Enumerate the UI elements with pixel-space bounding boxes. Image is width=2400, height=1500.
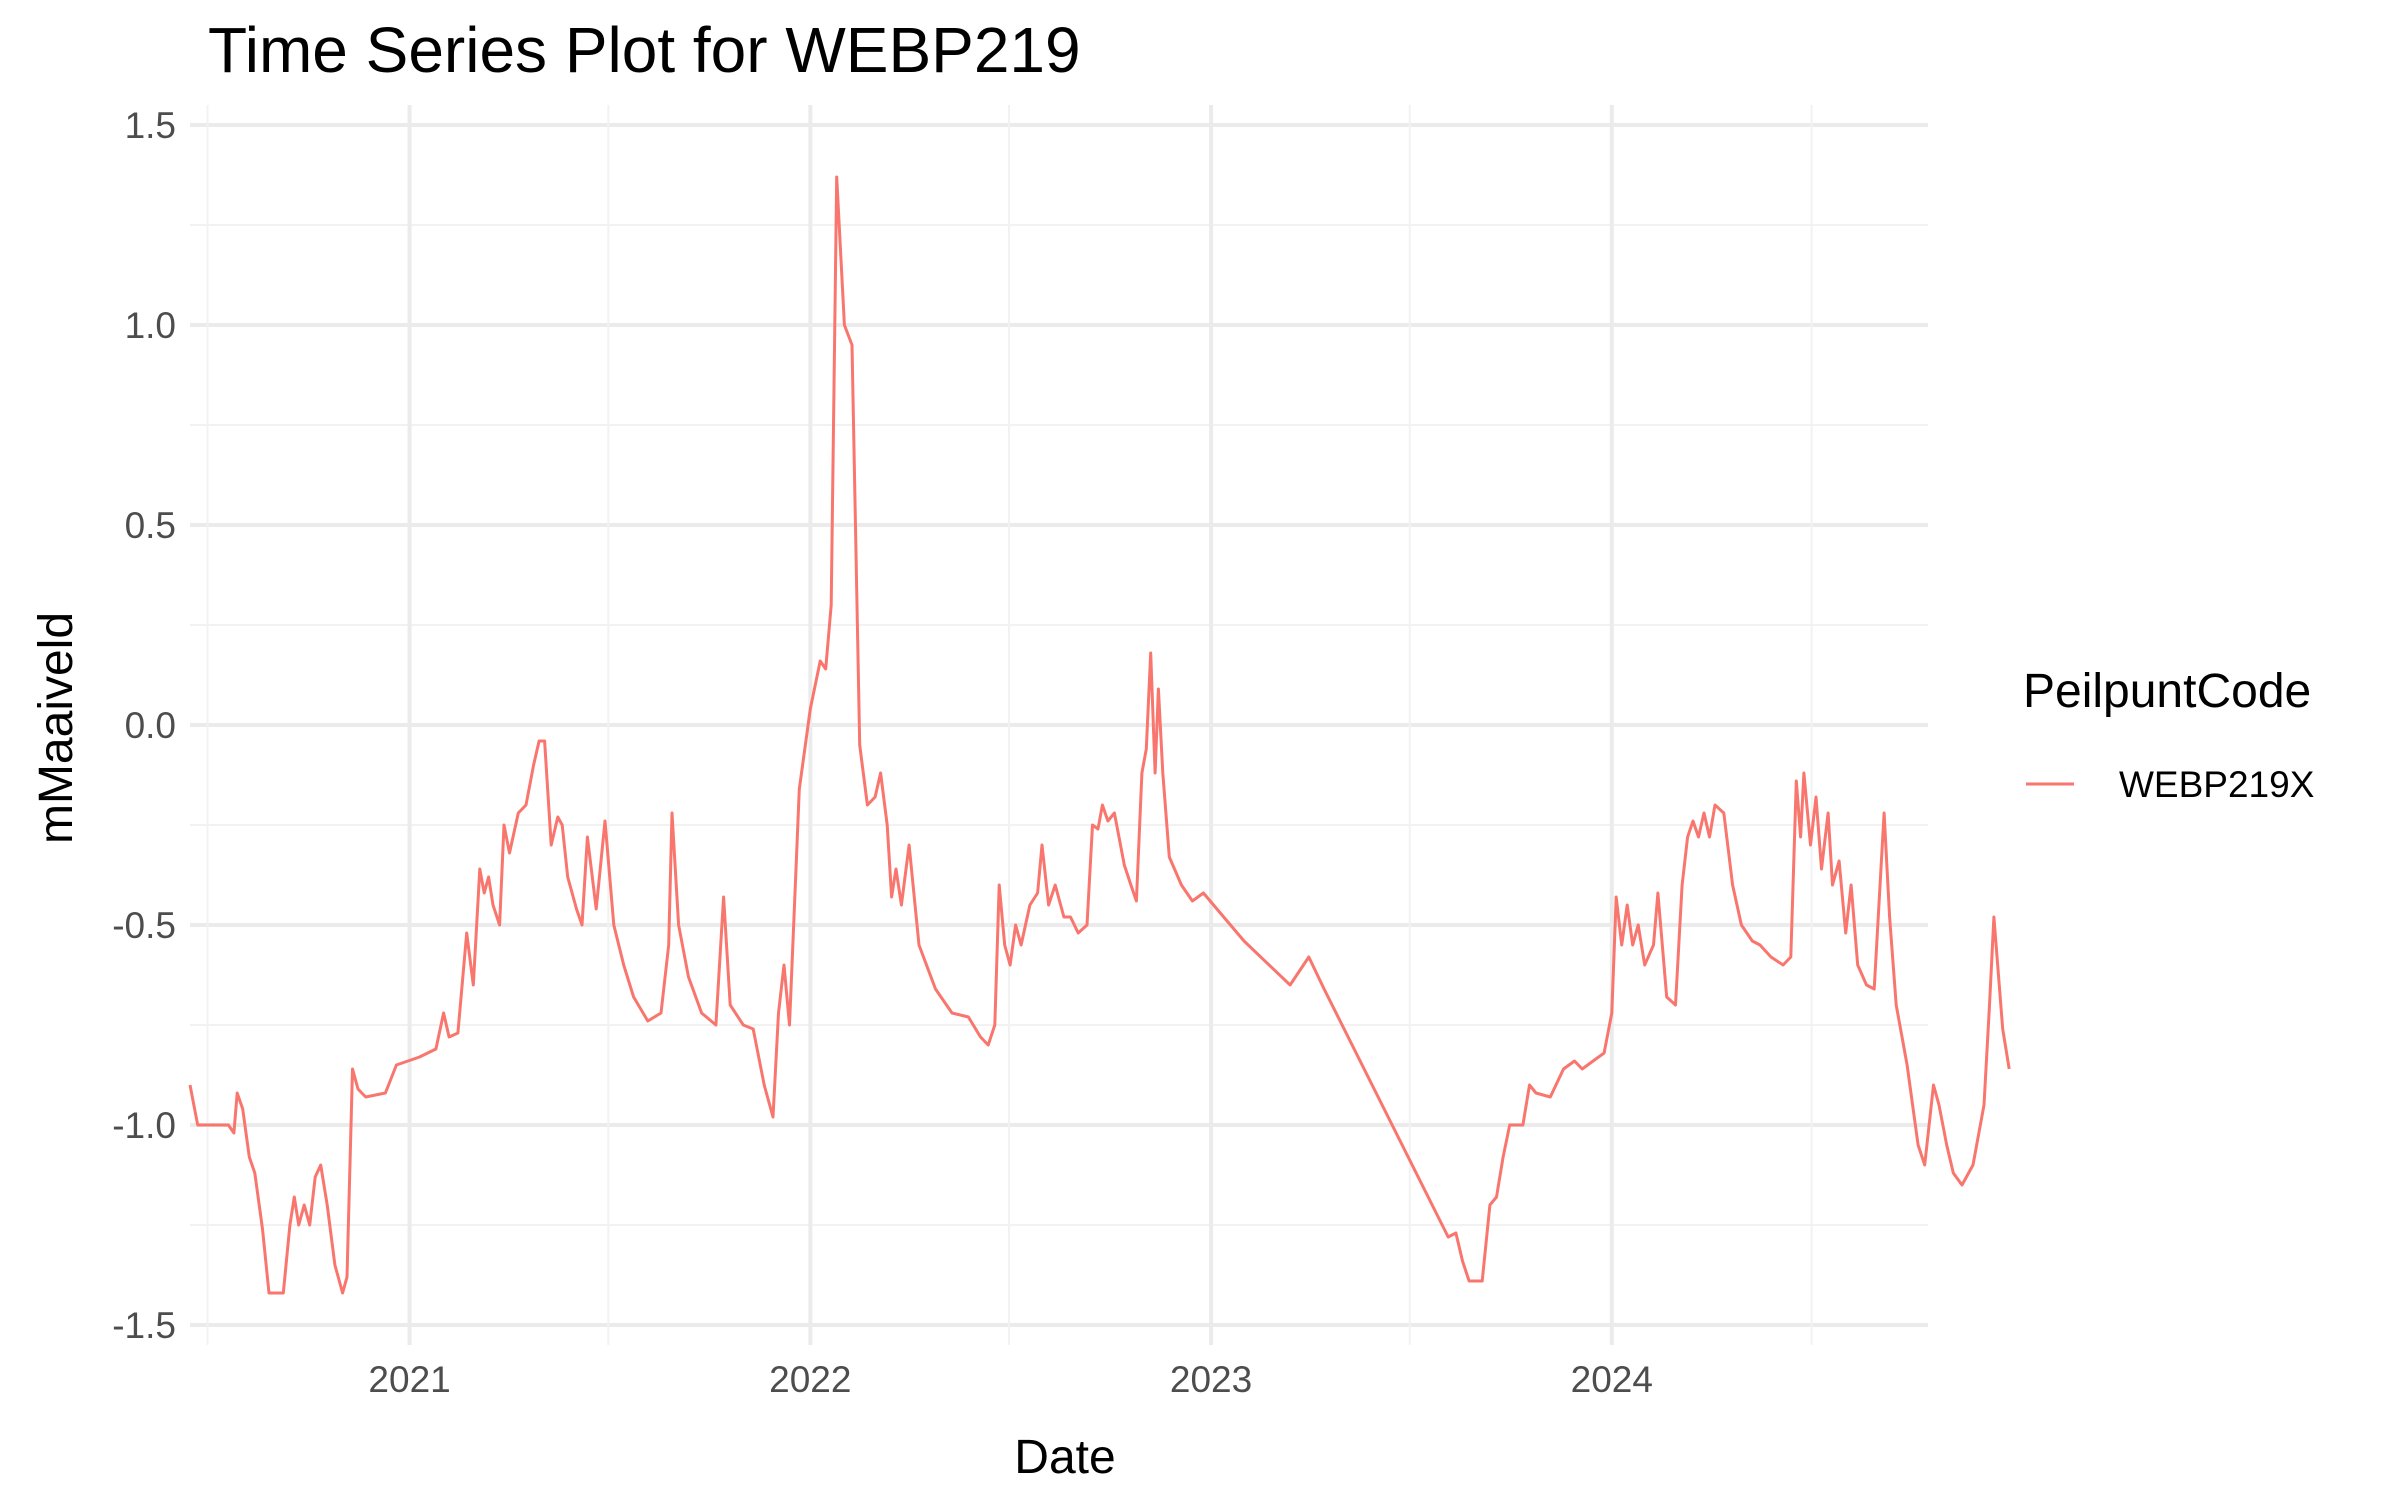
- legend-title: PeilpuntCode: [2023, 665, 2311, 718]
- x-tick-label: 2021: [368, 1359, 450, 1400]
- series-lines: [188, 175, 2011, 1295]
- legend: PeilpuntCode WEBP219X: [2023, 665, 2314, 805]
- x-axis-title: Date: [1014, 1431, 1115, 1484]
- x-axis-ticks: 2021 2022 2023 2024: [368, 1359, 1653, 1400]
- y-tick-label: 1.0: [125, 305, 176, 346]
- y-axis-title: mMaaiveld: [30, 612, 83, 844]
- y-tick-label: 1.5: [125, 105, 176, 146]
- x-tick-label: 2024: [1571, 1359, 1653, 1400]
- chart-title: Time Series Plot for WEBP219: [208, 14, 1081, 86]
- x-tick-label: 2022: [769, 1359, 851, 1400]
- x-tick-label: 2023: [1170, 1359, 1252, 1400]
- y-axis-ticks: -1.5 -1.0 -0.5 0.0 0.5 1.0 1.5: [112, 105, 176, 1346]
- legend-label-webp219x: WEBP219X: [2119, 764, 2314, 805]
- y-tick-label: 0.0: [125, 705, 176, 746]
- y-tick-label: -1.0: [112, 1105, 176, 1146]
- y-tick-label: -0.5: [112, 905, 176, 946]
- grid-lines: [190, 105, 1928, 1345]
- y-tick-label: -1.5: [112, 1305, 176, 1346]
- series-line-webp219x: [188, 175, 2011, 1295]
- y-tick-label: 0.5: [125, 505, 176, 546]
